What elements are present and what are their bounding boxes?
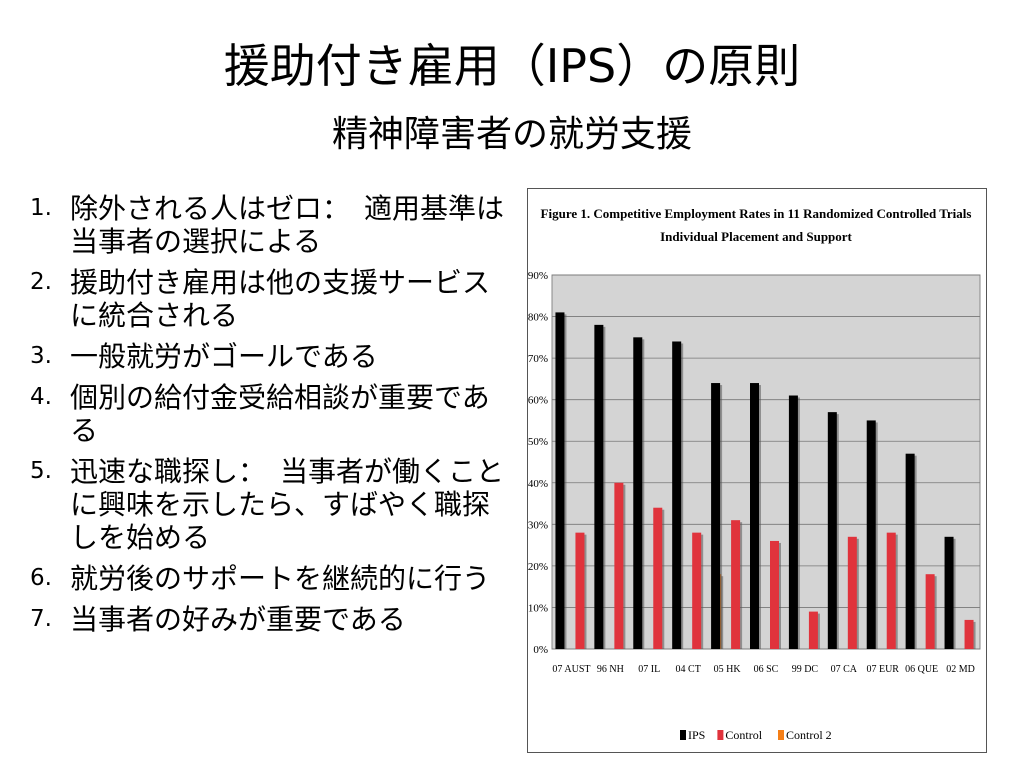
legend-swatch (778, 730, 784, 740)
principle-number: 2. (30, 269, 52, 295)
y-tick-label: 20% (528, 561, 548, 573)
bar-control (847, 536, 857, 649)
x-tick-label: 02 MD (946, 664, 975, 675)
bar-ips (672, 341, 682, 649)
principle-text: 一般就労がゴールである (70, 340, 378, 373)
principle-number: 4. (30, 384, 52, 410)
chart-title: Figure 1. Competitive Employment Rates i… (541, 206, 972, 221)
bar-ips (905, 453, 915, 649)
principle-text: 当事者の好みが重要である (70, 603, 406, 636)
legend-swatch (680, 730, 686, 740)
bar-control (614, 482, 624, 649)
principle-text: 迅速な職探し： 当事者が働くことに興味を示したら、すばやく職探しを始める (70, 455, 505, 554)
bar-control (925, 574, 935, 649)
principle-item: 5. 迅速な職探し： 当事者が働くことに興味を示したら、すばやく職探しを始める (30, 455, 505, 554)
x-tick-label: 99 DC (792, 664, 819, 675)
principle-number: 1. (30, 195, 52, 221)
principle-text: 個別の給付金受給相談が重要である (70, 381, 490, 447)
bar-ips (827, 412, 837, 649)
bar-control (964, 619, 974, 649)
y-tick-label: 0% (533, 644, 548, 656)
bar-control (808, 611, 818, 649)
principle-item: 4. 個別の給付金受給相談が重要である (30, 381, 505, 447)
principle-number: 5. (30, 458, 52, 484)
slide-subtitle: 精神障害者の就労支援 (331, 114, 692, 155)
y-tick-label: 10% (528, 602, 548, 614)
legend-label: Control (725, 728, 762, 742)
bar-ips (594, 324, 604, 649)
bar-chart: Figure 1. Competitive Employment Rates i… (528, 206, 981, 742)
bar-ips (866, 420, 876, 649)
principle-item: 3. 一般就労がゴールである (30, 340, 505, 373)
bar-control (653, 507, 663, 649)
chart-panel: Figure 1. Competitive Employment Rates i… (527, 188, 987, 753)
x-tick-label: 05 HK (714, 664, 742, 675)
principle-item: 2. 援助付き雇用は他の支援サービスに統合される (30, 266, 505, 332)
x-tick-label: 06 QUE (905, 664, 938, 675)
bar-ips (750, 383, 759, 649)
y-tick-label: 90% (528, 270, 548, 282)
x-tick-label: 07 AUST (552, 664, 590, 675)
bar-control (731, 520, 741, 649)
principle-number: 7. (30, 606, 52, 632)
principles-list: 1. 除外される人はゼロ： 適用基準は当事者の選択による 2. 援助付き雇用は他の支援… (30, 192, 505, 644)
bar-control (770, 540, 779, 649)
bar-ips (633, 337, 643, 649)
x-tick-label: 96 NH (597, 664, 624, 675)
x-tick-label: 07 CA (831, 664, 858, 675)
bar-control (886, 532, 896, 649)
principle-item: 6. 就労後のサポートを継続的に行う (30, 562, 505, 595)
bar-ips (788, 395, 798, 649)
bar-ips (711, 383, 721, 649)
y-tick-label: 50% (528, 436, 548, 448)
legend-label: Control 2 (786, 728, 832, 742)
principle-text: 除外される人はゼロ： 適用基準は当事者の選択による (70, 192, 505, 258)
bar-ips (944, 536, 954, 649)
y-tick-label: 40% (528, 478, 548, 490)
principle-text: 就労後のサポートを継続的に行う (70, 562, 491, 595)
legend-label: IPS (688, 728, 705, 742)
bar-control (692, 532, 702, 649)
principle-text: 援助付き雇用は他の支援サービスに統合される (70, 266, 491, 332)
x-tick-label: 04 CT (676, 664, 701, 675)
chart-subtitle: Individual Placement and Support (660, 229, 852, 244)
y-tick-label: 80% (528, 312, 548, 324)
slide-title: 援助付き雇用（IPS）の原則 (223, 39, 801, 93)
principle-item: 7. 当事者の好みが重要である (30, 603, 505, 636)
principle-number: 3. (30, 343, 52, 369)
plot-area: 0% 10% 20% 30% 40% 50% 60% 70% 80% 90% 07 AUST 96 N… (528, 270, 981, 675)
y-tick-label: 70% (528, 353, 548, 365)
bar-ips (555, 312, 565, 649)
y-tick-label: 60% (528, 395, 548, 407)
bar-control (575, 532, 585, 649)
x-tick-label: 07 IL (638, 664, 660, 675)
principle-number: 6. (30, 565, 52, 591)
chart-legend: IPS Control Control 2 (680, 728, 832, 742)
principle-item: 1. 除外される人はゼロ： 適用基準は当事者の選択による (30, 192, 505, 258)
legend-swatch (717, 730, 724, 740)
y-tick-label: 30% (528, 519, 548, 531)
x-tick-label: 06 SC (754, 664, 779, 675)
x-tick-label: 07 EUR (866, 664, 899, 675)
